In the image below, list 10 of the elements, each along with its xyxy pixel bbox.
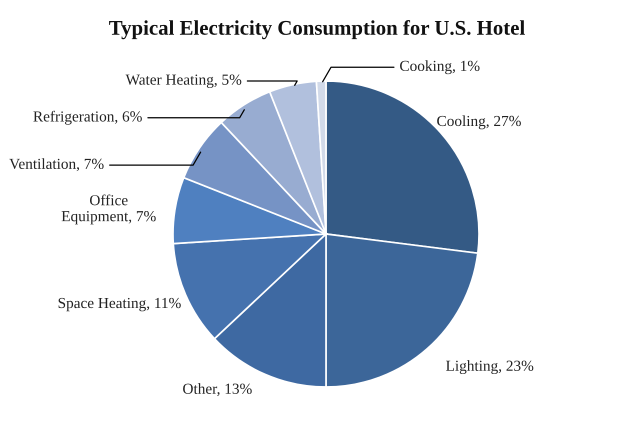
slice-label: Cooling, 27% <box>437 115 521 130</box>
slice-label: Lighting, 23% <box>446 360 534 374</box>
slice-label: Other, 13% <box>183 383 252 396</box>
slice-label: Cooking, 1% <box>400 60 480 74</box>
slice-label: Ventilation, 7% <box>9 158 104 172</box>
chart-title: Typical Electricity Consumption for U.S. Hotel <box>109 20 525 40</box>
slice-label: Refrigeration, 6% <box>33 110 142 125</box>
slice-label: Water Heating, 5% <box>126 74 242 88</box>
slice-label: Office Equipment, 7% <box>62 194 156 224</box>
slice-label: Space Heating, 11% <box>58 298 181 312</box>
